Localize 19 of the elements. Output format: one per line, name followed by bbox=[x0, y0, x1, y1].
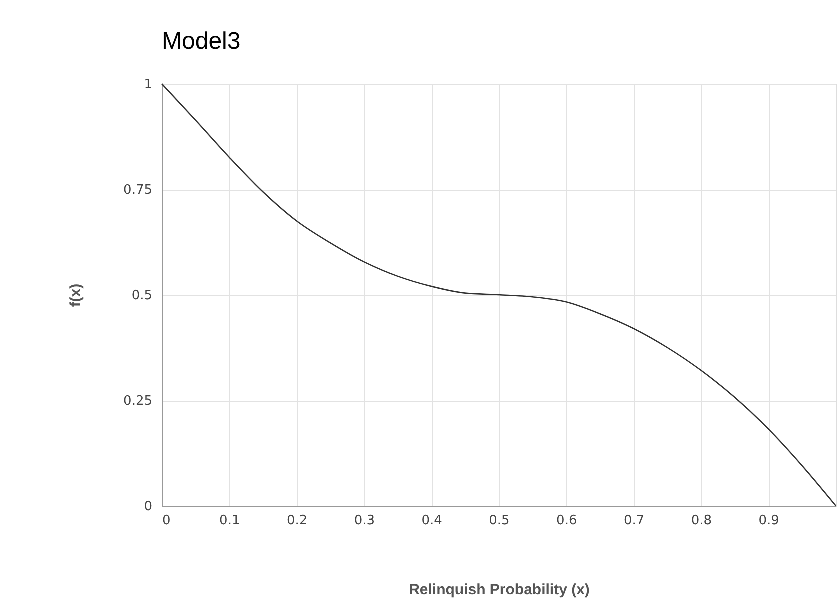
x-tick-label: 0.1 bbox=[220, 514, 240, 528]
x-tick-label: 0.3 bbox=[354, 514, 376, 528]
y-axis-title: f(x) bbox=[68, 284, 85, 308]
x-tick-label: 0.4 bbox=[422, 514, 442, 528]
x-tick-label: 0 bbox=[162, 514, 171, 528]
x-axis-title: Relinquish Probability (x) bbox=[409, 582, 590, 598]
x-tick-label: 0.2 bbox=[286, 514, 308, 528]
y-tick-label: 0.25 bbox=[124, 394, 152, 409]
y-tick-label: 0.5 bbox=[132, 288, 152, 304]
x-tick-label: 0.7 bbox=[624, 514, 645, 528]
x-tick-label: 0.9 bbox=[758, 514, 780, 528]
x-tick-label: 0.8 bbox=[691, 514, 712, 528]
y-tick-label: 1 bbox=[144, 78, 152, 92]
y-tick-label: 0 bbox=[144, 500, 152, 514]
x-tick-label: 0.6 bbox=[556, 514, 578, 528]
x-tick-label: 0.5 bbox=[489, 514, 510, 528]
line-series bbox=[161, 83, 837, 507]
y-tick-label: 0.75 bbox=[124, 183, 152, 198]
chart-title: Model3 bbox=[162, 28, 241, 55]
